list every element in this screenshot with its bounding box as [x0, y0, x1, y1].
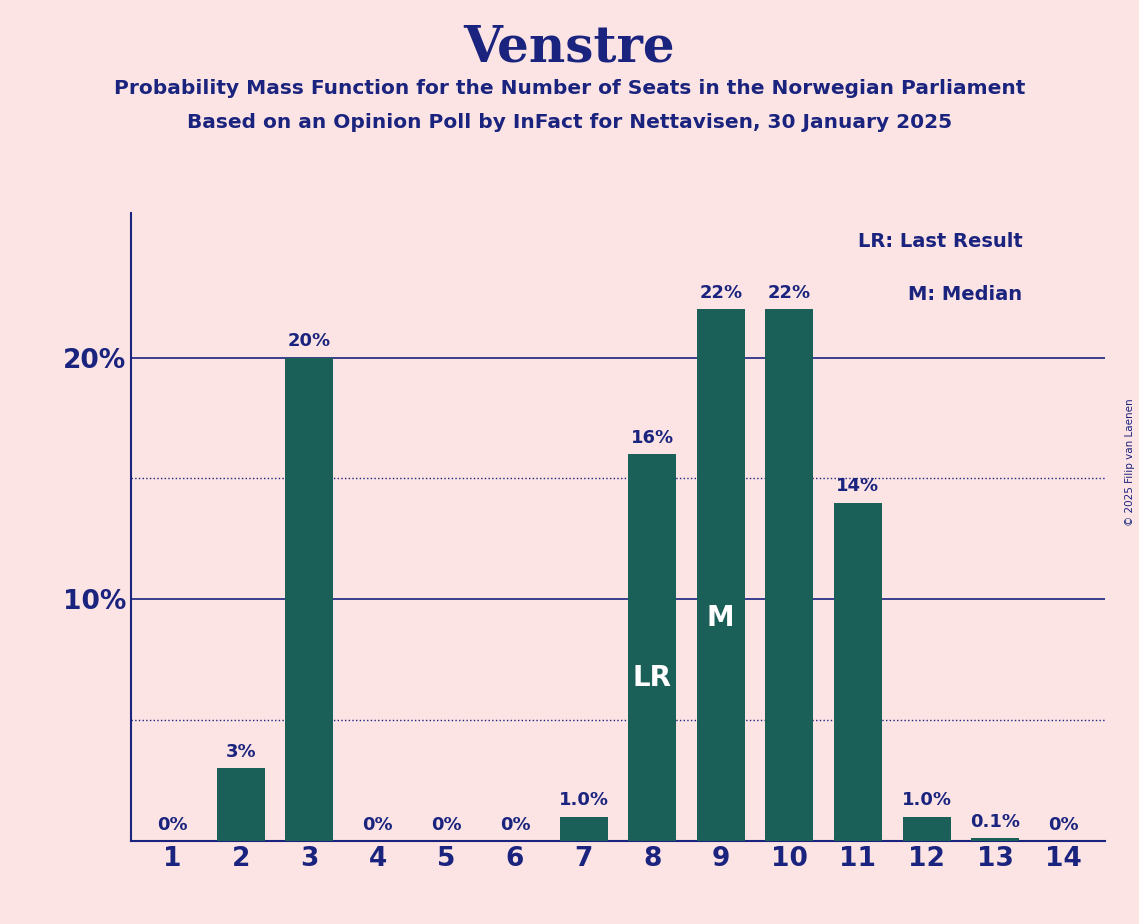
Bar — [697, 310, 745, 841]
Text: 0%: 0% — [157, 816, 188, 833]
Bar — [559, 817, 607, 841]
Text: Venstre: Venstre — [464, 23, 675, 72]
Text: 3%: 3% — [226, 743, 256, 761]
Text: Probability Mass Function for the Number of Seats in the Norwegian Parliament: Probability Mass Function for the Number… — [114, 79, 1025, 98]
Bar — [972, 838, 1019, 841]
Bar — [216, 769, 264, 841]
Text: M: Median: M: Median — [909, 285, 1023, 304]
Text: 0%: 0% — [362, 816, 393, 833]
Text: 0.1%: 0.1% — [970, 813, 1021, 832]
Text: 1.0%: 1.0% — [902, 792, 951, 809]
Bar — [629, 455, 677, 841]
Bar — [902, 817, 951, 841]
Bar — [285, 358, 334, 841]
Text: LR: Last Result: LR: Last Result — [858, 232, 1023, 250]
Text: 20%: 20% — [288, 333, 330, 350]
Text: 1.0%: 1.0% — [558, 792, 608, 809]
Text: M: M — [707, 603, 735, 631]
Bar — [765, 310, 813, 841]
Bar — [834, 503, 882, 841]
Text: 16%: 16% — [631, 429, 674, 447]
Text: 0%: 0% — [1048, 816, 1079, 833]
Text: Based on an Opinion Poll by InFact for Nettavisen, 30 January 2025: Based on an Opinion Poll by InFact for N… — [187, 113, 952, 132]
Text: 22%: 22% — [768, 284, 811, 302]
Text: © 2025 Filip van Laenen: © 2025 Filip van Laenen — [1125, 398, 1134, 526]
Text: 14%: 14% — [836, 478, 879, 495]
Text: 0%: 0% — [500, 816, 531, 833]
Text: 22%: 22% — [699, 284, 743, 302]
Text: 0%: 0% — [432, 816, 461, 833]
Text: LR: LR — [632, 664, 672, 692]
